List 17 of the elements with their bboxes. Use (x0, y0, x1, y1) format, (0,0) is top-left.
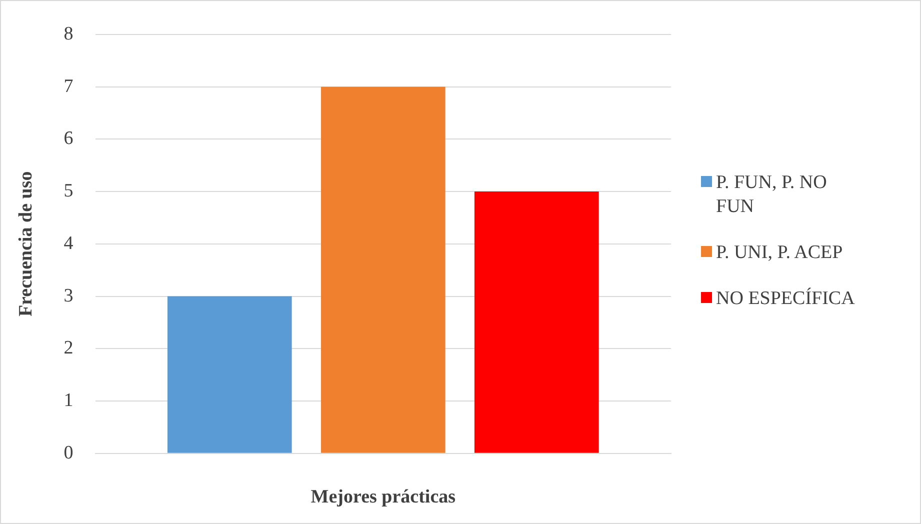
legend-label: P. UNI, P. ACEP (716, 241, 844, 265)
legend-label: P. FUN, P. NO FUN (716, 171, 828, 219)
y-tick-label: 2 (64, 338, 74, 359)
y-axis-title: Frecuencia de uso (15, 171, 36, 317)
y-tick-label: 7 (64, 76, 74, 97)
y-tick-label: 0 (64, 442, 74, 464)
bar (320, 86, 446, 453)
bar (167, 296, 292, 453)
y-tick-label: 4 (64, 232, 74, 254)
y-tick-label: 3 (64, 285, 74, 306)
y-tick-label: 1 (64, 390, 74, 412)
x-axis-title: Mejores prácticas (310, 486, 456, 508)
y-tick-label: 6 (64, 128, 74, 150)
bar (474, 192, 599, 453)
y-tick-label: 5 (64, 180, 74, 202)
y-tick-label: 8 (64, 23, 74, 44)
legend-label: NO ESPECÍFICA (716, 287, 856, 311)
